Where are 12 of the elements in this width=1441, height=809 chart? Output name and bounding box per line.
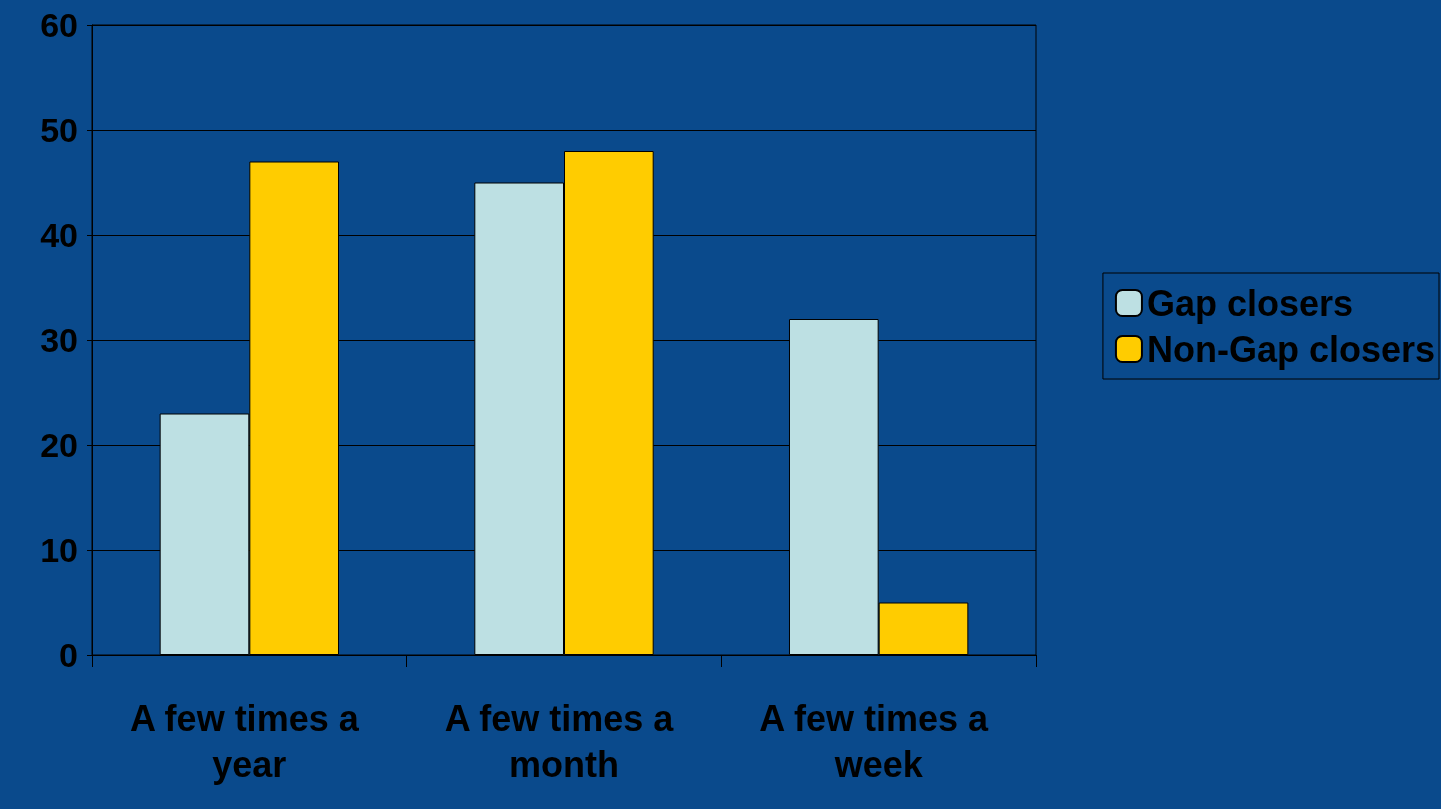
y-tick-label: 60	[40, 6, 78, 44]
y-tick-label: 0	[59, 636, 78, 674]
x-tick-label: A few times a month	[444, 697, 684, 785]
legend-label: Non-Gap closers	[1146, 328, 1436, 370]
y-tick-label: 10	[40, 531, 78, 569]
y-tick-label: 30	[40, 321, 78, 359]
legend-label: Gap closers	[1146, 282, 1354, 324]
y-tick-label: 50	[40, 111, 78, 149]
x-tick-label: A few times a week	[759, 697, 999, 785]
y-tick-label: 20	[40, 426, 78, 464]
x-tick-label: A few times a year	[129, 697, 369, 785]
y-tick-label: 40	[40, 216, 78, 254]
